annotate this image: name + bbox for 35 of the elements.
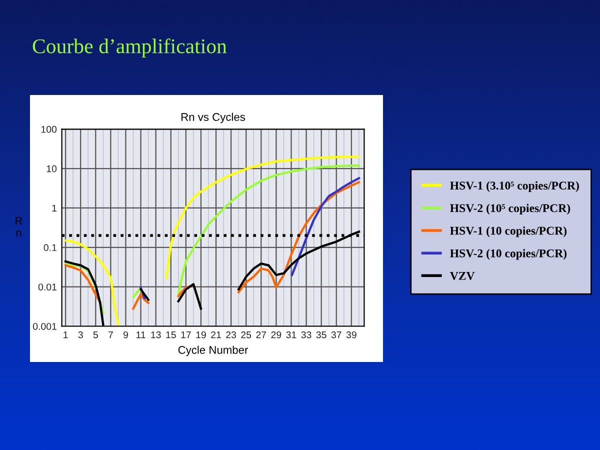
x-tick-label: 27 xyxy=(256,331,266,338)
x-tick-label: 11 xyxy=(136,331,146,338)
x-tick-label: 39 xyxy=(346,331,356,338)
y-tick-label: 10 xyxy=(46,165,57,172)
x-axis-title: Cycle Number xyxy=(178,346,248,356)
x-tick-label: 7 xyxy=(108,331,113,338)
x-tick-label: 29 xyxy=(271,331,282,338)
x-tick-label: 33 xyxy=(301,331,312,338)
y-tick-label: 0.1 xyxy=(44,244,56,252)
x-tick-label: 35 xyxy=(316,331,326,338)
x-tick-label: 3 xyxy=(78,331,83,338)
legend-label: HSV-2 (10 copies/PCR) xyxy=(450,249,567,260)
x-tick-label: 25 xyxy=(241,331,252,338)
x-tick-label: 9 xyxy=(123,331,128,338)
x-tick-label: 19 xyxy=(196,331,206,338)
x-tick-label: 13 xyxy=(151,331,161,338)
chart-title: Rn vs Cycles xyxy=(182,112,246,124)
x-tick-label: 21 xyxy=(211,331,221,338)
legend-label: HSV-1 (3.10⁵ copies/PCR) xyxy=(450,181,579,192)
x-tick-label: 31 xyxy=(286,331,296,338)
x-tick-label: 17 xyxy=(181,331,191,338)
y-tick-label: 0.01 xyxy=(38,284,56,290)
legend-label: HSV-2 (10⁵ copies/PCR) xyxy=(450,204,570,215)
text: Courbe d’amplification xyxy=(32,38,227,58)
x-tick-label: 5 xyxy=(93,331,98,338)
legend-label: VZV xyxy=(450,272,475,280)
x-tick-label: 1 xyxy=(64,331,68,338)
y-tick-label: 100 xyxy=(41,126,57,133)
x-tick-label: 15 xyxy=(166,331,176,338)
legend-label: HSV-1 (10 copies/PCR) xyxy=(450,226,567,238)
y-tick-label: 1 xyxy=(52,204,56,212)
x-tick-label: 37 xyxy=(331,331,342,338)
y-axis-title: Rn xyxy=(16,216,22,237)
x-tick-label: 23 xyxy=(226,331,236,338)
y-tick-label: 0.001 xyxy=(32,322,56,330)
